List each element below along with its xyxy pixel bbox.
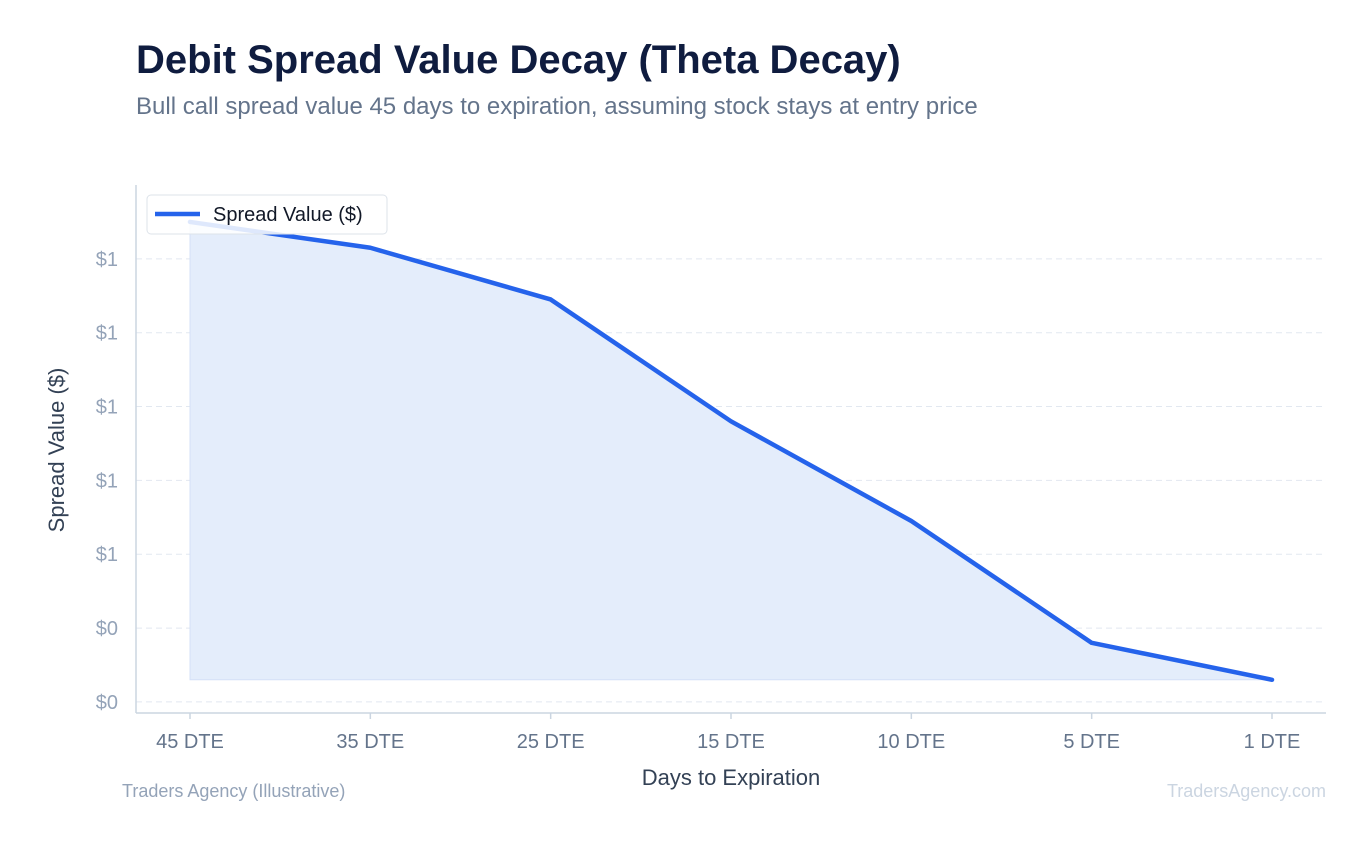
y-tick-label: $1 [96,249,118,271]
x-tick-label: 15 DTE [697,731,765,753]
x-axis-title: Days to Expiration [642,765,821,790]
watermark: TradersAgency.com [1166,781,1326,801]
x-tick-label: 1 DTE [1244,731,1301,753]
y-tick-label: $0 [96,618,118,640]
y-tick-label: $1 [96,397,118,419]
legend-label: Spread Value ($) [213,204,363,226]
y-tick-label: $0 [96,692,118,714]
series-area-fill [189,221,1273,681]
x-tick-label: 45 DTE [156,731,224,753]
y-axis-title: Spread Value ($) [44,368,69,533]
x-tick-label: 10 DTE [877,731,945,753]
chart-subtitle: Bull call spread value 45 days to expira… [136,93,978,120]
legend-box [146,194,388,235]
chart-title: Debit Spread Value Decay (Theta Decay) [136,38,901,82]
y-tick-label: $1 [96,470,118,492]
source-note: Traders Agency (Illustrative) [122,781,346,801]
x-tick-label: 25 DTE [517,731,585,753]
y-tick-label: $1 [96,323,118,345]
x-tick-label: 5 DTE [1063,731,1120,753]
x-tick-label: 35 DTE [336,731,404,753]
y-tick-label: $1 [96,544,118,566]
